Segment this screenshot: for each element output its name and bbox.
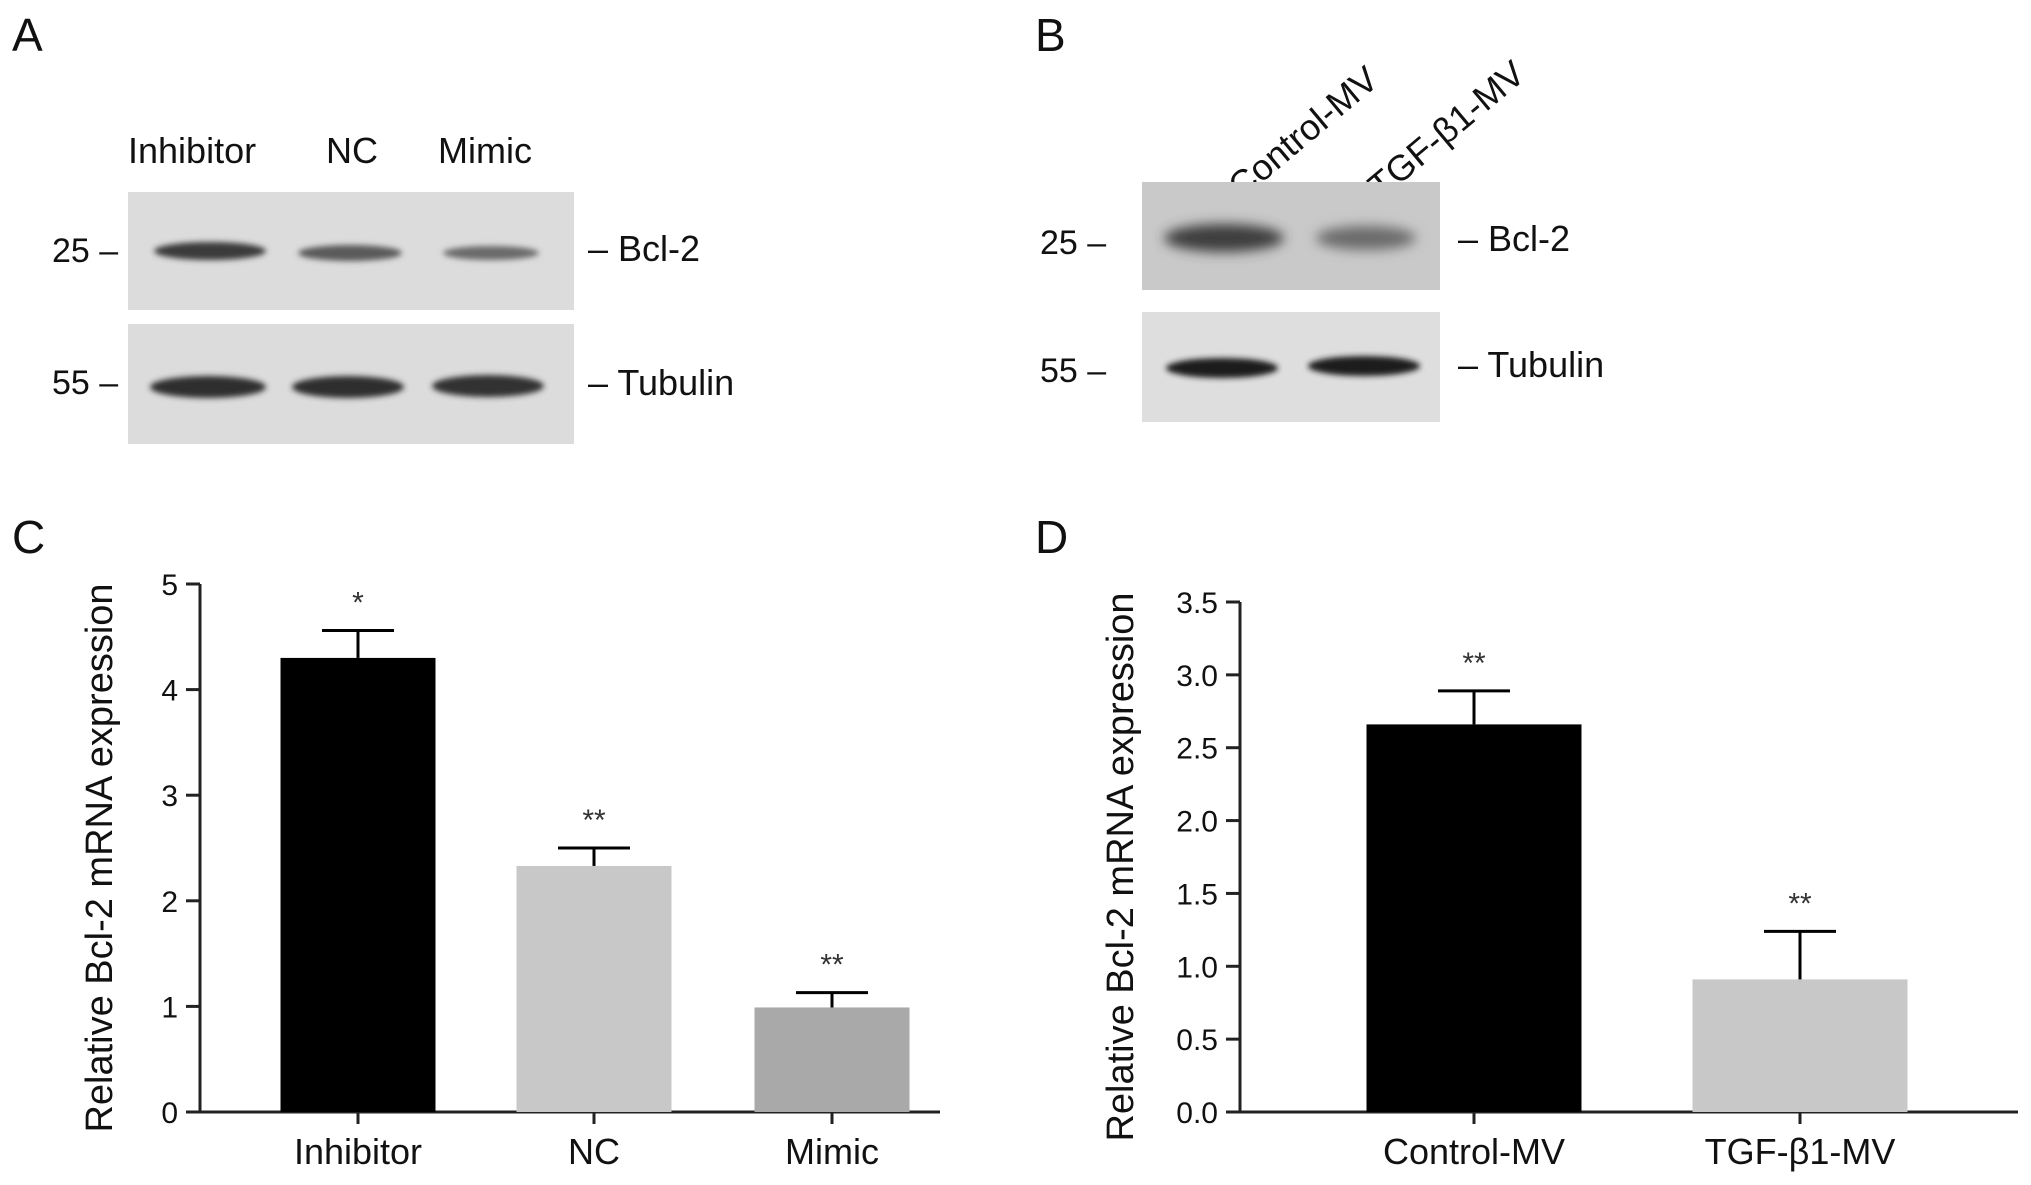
bar-mimic <box>754 1007 910 1112</box>
band-inhibitor <box>150 376 266 398</box>
bar-inhibitor <box>280 657 436 1112</box>
y-tick-label: 0.5 <box>1176 1024 1218 1057</box>
panel-label-a: A <box>12 9 43 61</box>
bar-control-mv <box>1366 724 1582 1112</box>
panel-label-d: D <box>1035 511 1069 563</box>
x-tick-label: Inhibitor <box>294 1131 422 1172</box>
band-control-mv <box>1166 358 1278 378</box>
y-tick-label: 0 <box>161 1097 178 1130</box>
panel-label-c: C <box>12 511 46 563</box>
y-tick-label: 2 <box>161 886 178 919</box>
y-tick-label: 1.0 <box>1176 951 1218 984</box>
significance-label: ** <box>1462 647 1486 680</box>
band-mimic <box>432 375 544 397</box>
x-tick-label: Control-MV <box>1383 1131 1565 1172</box>
mw-marker-55: 55 – <box>1040 352 1107 390</box>
mw-marker-25: 25 – <box>1040 224 1107 262</box>
blot-a-tubulin <box>128 324 574 444</box>
mw-marker-55: 55 – <box>52 364 119 402</box>
protein-label-tubulin: – Tubulin <box>1458 344 1605 385</box>
blot-b-bcl2 <box>1142 182 1440 290</box>
y-tick-label: 3.0 <box>1176 660 1218 693</box>
lane-label-nc: NC <box>326 130 378 171</box>
bar-tgf-1-mv <box>1692 979 1908 1112</box>
lane-label-inhibitor: Inhibitor <box>128 130 257 171</box>
band-mimic <box>443 246 539 260</box>
significance-label: ** <box>582 804 606 837</box>
x-tick-label: Mimic <box>785 1131 879 1172</box>
band-control-mv <box>1164 224 1284 252</box>
y-tick-label: 3 <box>161 780 178 813</box>
blot-a-bcl2 <box>128 192 574 310</box>
band-nc <box>298 245 402 261</box>
significance-label: * <box>352 586 364 619</box>
y-tick-label: 4 <box>161 675 178 708</box>
y-axis-label: Relative Bcl-2 mRNA expression <box>79 583 121 1132</box>
lane-label-mimic: Mimic <box>438 130 532 171</box>
protein-label-tubulin: – Tubulin <box>588 362 735 403</box>
bar-nc <box>516 865 672 1112</box>
significance-label: ** <box>820 949 844 982</box>
y-tick-label: 1.5 <box>1176 878 1218 911</box>
x-tick-label: TGF-β1-MV <box>1705 1131 1896 1172</box>
band-tgf-mv <box>1308 356 1420 376</box>
significance-label: ** <box>1788 887 1812 920</box>
y-tick-label: 0.0 <box>1176 1097 1218 1130</box>
band-inhibitor <box>154 242 266 260</box>
y-tick-label: 2.0 <box>1176 806 1218 839</box>
y-tick-label: 1 <box>161 991 178 1024</box>
y-axis-label: Relative Bcl-2 mRNA expression <box>1100 592 1142 1141</box>
x-tick-label: NC <box>568 1131 620 1172</box>
y-tick-label: 2.5 <box>1176 733 1218 766</box>
blot-b-tubulin <box>1142 312 1440 422</box>
y-tick-label: 3.5 <box>1176 587 1218 620</box>
protein-label-bcl2: – Bcl-2 <box>588 228 701 269</box>
mw-marker-25: 25 – <box>52 232 119 270</box>
y-tick-label: 5 <box>161 569 178 602</box>
panel-label-b: B <box>1035 9 1066 61</box>
protein-label-bcl2: – Bcl-2 <box>1458 218 1571 259</box>
band-nc <box>292 376 404 398</box>
band-tgf-mv <box>1316 226 1416 250</box>
